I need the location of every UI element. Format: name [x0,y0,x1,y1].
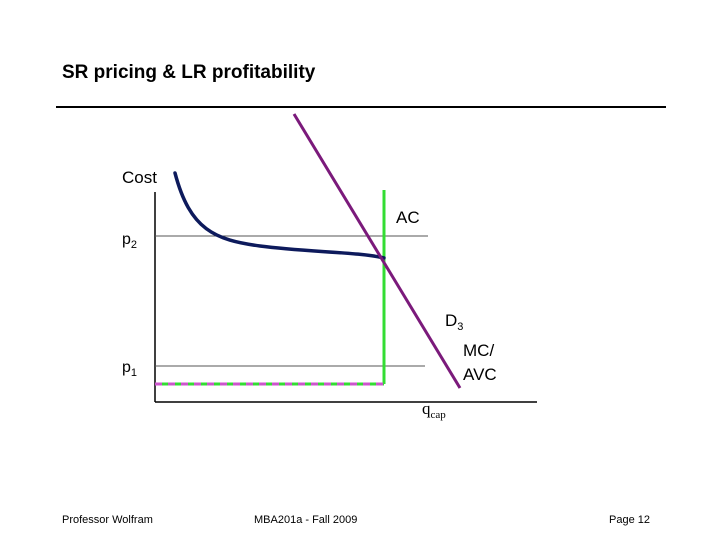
y-axis-label: Cost [122,168,157,187]
p1-label: p1 [122,359,137,379]
d3-label: D3 [445,311,463,333]
footer-presenter: Professor Wolfram [62,514,153,526]
p2-label: p2 [122,231,137,251]
title-divider [56,106,666,108]
ac-curve [173,171,386,260]
slide-title: SR pricing & LR profitability [62,62,316,83]
demand-d3-line [292,113,462,389]
footer-course: MBA201a - Fall 2009 [254,514,358,526]
qcap-label: qcap [422,399,446,421]
mc-avc-label-line1: MC/ [463,341,494,360]
ac-label: AC [396,208,420,227]
mc-avc-label-line2: AVC [463,365,497,384]
footer-page-number: Page 12 [609,514,650,526]
